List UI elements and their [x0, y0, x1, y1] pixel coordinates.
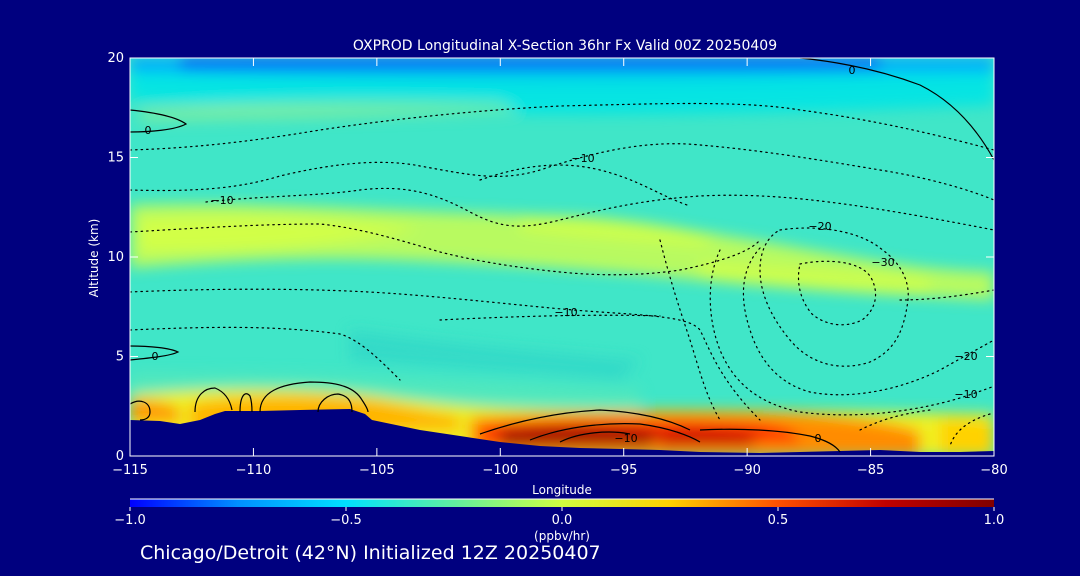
- contour-labels: 0 0 0 −10 −10 −10 −20 −30 −20 −10 −10 0: [145, 64, 978, 445]
- field-low-darkred-east: [660, 429, 760, 446]
- colorbar: [130, 499, 994, 507]
- contour-label: 0: [815, 432, 822, 445]
- x-tick-label: −95: [610, 463, 637, 478]
- contour-label: −10: [210, 194, 233, 207]
- colorbar-tick-label: −1.0: [114, 513, 146, 528]
- contour-zero-low-east: [479, 409, 691, 435]
- contour-neg-16: [859, 409, 931, 431]
- contour-label: 0: [849, 64, 856, 77]
- contour-zero-left-17km: [129, 109, 188, 133]
- y-tick-label: 0: [116, 449, 124, 464]
- y-tick-label: 5: [116, 350, 124, 365]
- contour-label: −30: [871, 256, 894, 269]
- contour-neg-2: [129, 143, 995, 201]
- contour-zero-left-5km: [129, 345, 180, 361]
- x-tick-label: −85: [857, 463, 884, 478]
- x-tick-label: −80: [980, 463, 1007, 478]
- field-band-9km: [700, 262, 930, 292]
- contour-zero-surface-1: [129, 400, 151, 421]
- contour-label: 0: [152, 350, 159, 363]
- x-tick-label: −100: [482, 463, 518, 478]
- contour-neg-11: [899, 289, 995, 301]
- x-tick-label: −115: [112, 463, 148, 478]
- colorbar-tick-label: 0.0: [552, 513, 573, 528]
- x-tick-label: −90: [733, 463, 760, 478]
- y-axis: 0 5 10 15 20: [107, 51, 994, 464]
- contour-zero-low-east-2: [529, 423, 701, 443]
- contour-neg-12: [659, 239, 721, 421]
- contour-neg-9: [742, 247, 995, 396]
- contour-label: −10: [614, 432, 637, 445]
- colorbar-tick-label: 0.5: [768, 513, 789, 528]
- colorbar-units: (ppbv/hr): [534, 529, 590, 543]
- contour-neg-14: [479, 164, 691, 207]
- contour-neg-3: [205, 187, 995, 231]
- contour-neg-6: [129, 326, 401, 381]
- contour-label: −10: [554, 306, 577, 319]
- y-axis-label: Altitude (km): [87, 219, 101, 298]
- contour-label: −20: [954, 350, 977, 363]
- colorbar-tick-label: 1.0: [984, 513, 1005, 528]
- colorbar-ticks: −1.0 −0.5 0.0 0.5 1.0: [114, 507, 1004, 528]
- contour-neg-15: [949, 413, 991, 447]
- heatmap-field: [130, 58, 994, 456]
- y-tick-label: 20: [107, 51, 124, 66]
- contour-zero-low-east-3: [559, 431, 631, 443]
- x-tick-label: −110: [236, 463, 272, 478]
- terrain: [130, 409, 994, 456]
- contour-neg-13: [439, 314, 661, 321]
- contour-neg-5: [129, 288, 761, 421]
- field-teal-patch-2: [130, 372, 640, 410]
- colorbar-tick-label: −0.5: [330, 513, 362, 528]
- contour-zero-surface-4: [259, 381, 369, 413]
- y-tick-label: 15: [107, 151, 124, 166]
- contour-zero-surface-3: [239, 393, 253, 413]
- x-axis: −115 −110 −105 −100 −95 −90 −85 −80: [112, 58, 1008, 478]
- chart-title: OXPROD Longitudinal X-Section 36hr Fx Va…: [353, 38, 777, 54]
- contour-lines: [129, 57, 995, 453]
- contour-zero-topright: [799, 57, 995, 161]
- contour-zero-surface-5: [317, 393, 353, 413]
- field-teal-patch-1: [350, 330, 640, 380]
- contour-neg-7: [759, 227, 909, 367]
- contour-neg-4: [129, 223, 761, 276]
- field-left-orange: [130, 400, 180, 422]
- contour-neg-1: [129, 102, 995, 151]
- footer-caption: Chicago/Detroit (42°N) Initialized 12Z 2…: [140, 542, 601, 564]
- contour-zero-surface-2: [194, 387, 233, 413]
- y-tick-label: 10: [107, 250, 124, 265]
- field-band-12km-core: [140, 216, 420, 252]
- contour-label: −10: [571, 152, 594, 165]
- x-axis-label: Longitude: [532, 483, 592, 497]
- x-tick-label: −105: [359, 463, 395, 478]
- contour-label: −10: [954, 388, 977, 401]
- contour-zero-low-east-4: [699, 428, 841, 453]
- field-band-16km: [140, 100, 520, 122]
- contour-label: −20: [808, 220, 831, 233]
- contour-label: 0: [145, 124, 152, 137]
- field-low-yellow-east: [940, 419, 994, 456]
- field-band-mid: [520, 215, 720, 246]
- field-low-darkred: [500, 426, 660, 446]
